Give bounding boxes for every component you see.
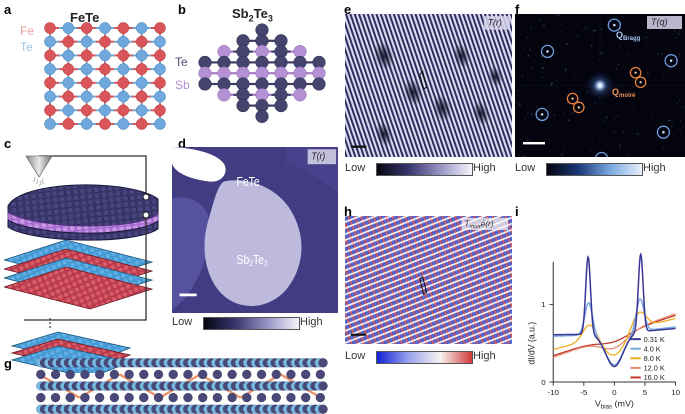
svg-text:-10: -10 xyxy=(547,388,559,397)
svg-text:-5: -5 xyxy=(580,388,588,397)
svg-text:0: 0 xyxy=(541,378,546,387)
svg-text:Sb2Te3: Sb2Te3 xyxy=(237,254,268,268)
svg-text:12.0 K: 12.0 K xyxy=(644,364,665,373)
svg-text:8.0 K: 8.0 K xyxy=(644,354,661,363)
svg-text:16.0 K: 16.0 K xyxy=(644,373,665,382)
svg-text:T(r): T(r) xyxy=(311,151,325,163)
svg-text:FeTe: FeTe xyxy=(237,176,260,189)
svg-text:4.0 K: 4.0 K xyxy=(644,345,661,354)
svg-text:10: 10 xyxy=(671,388,681,397)
svg-text:dI/dV (a.u.): dI/dV (a.u.) xyxy=(526,322,536,365)
svg-text:5: 5 xyxy=(643,388,648,397)
svg-text:0.31 K: 0.31 K xyxy=(644,335,665,344)
svg-text:1: 1 xyxy=(541,300,545,309)
svg-text:0: 0 xyxy=(612,388,617,397)
svg-text:T(q): T(q) xyxy=(651,17,668,27)
svg-text:T(r): T(r) xyxy=(488,17,502,27)
svg-text:Vbias (mV): Vbias (mV) xyxy=(595,399,634,411)
